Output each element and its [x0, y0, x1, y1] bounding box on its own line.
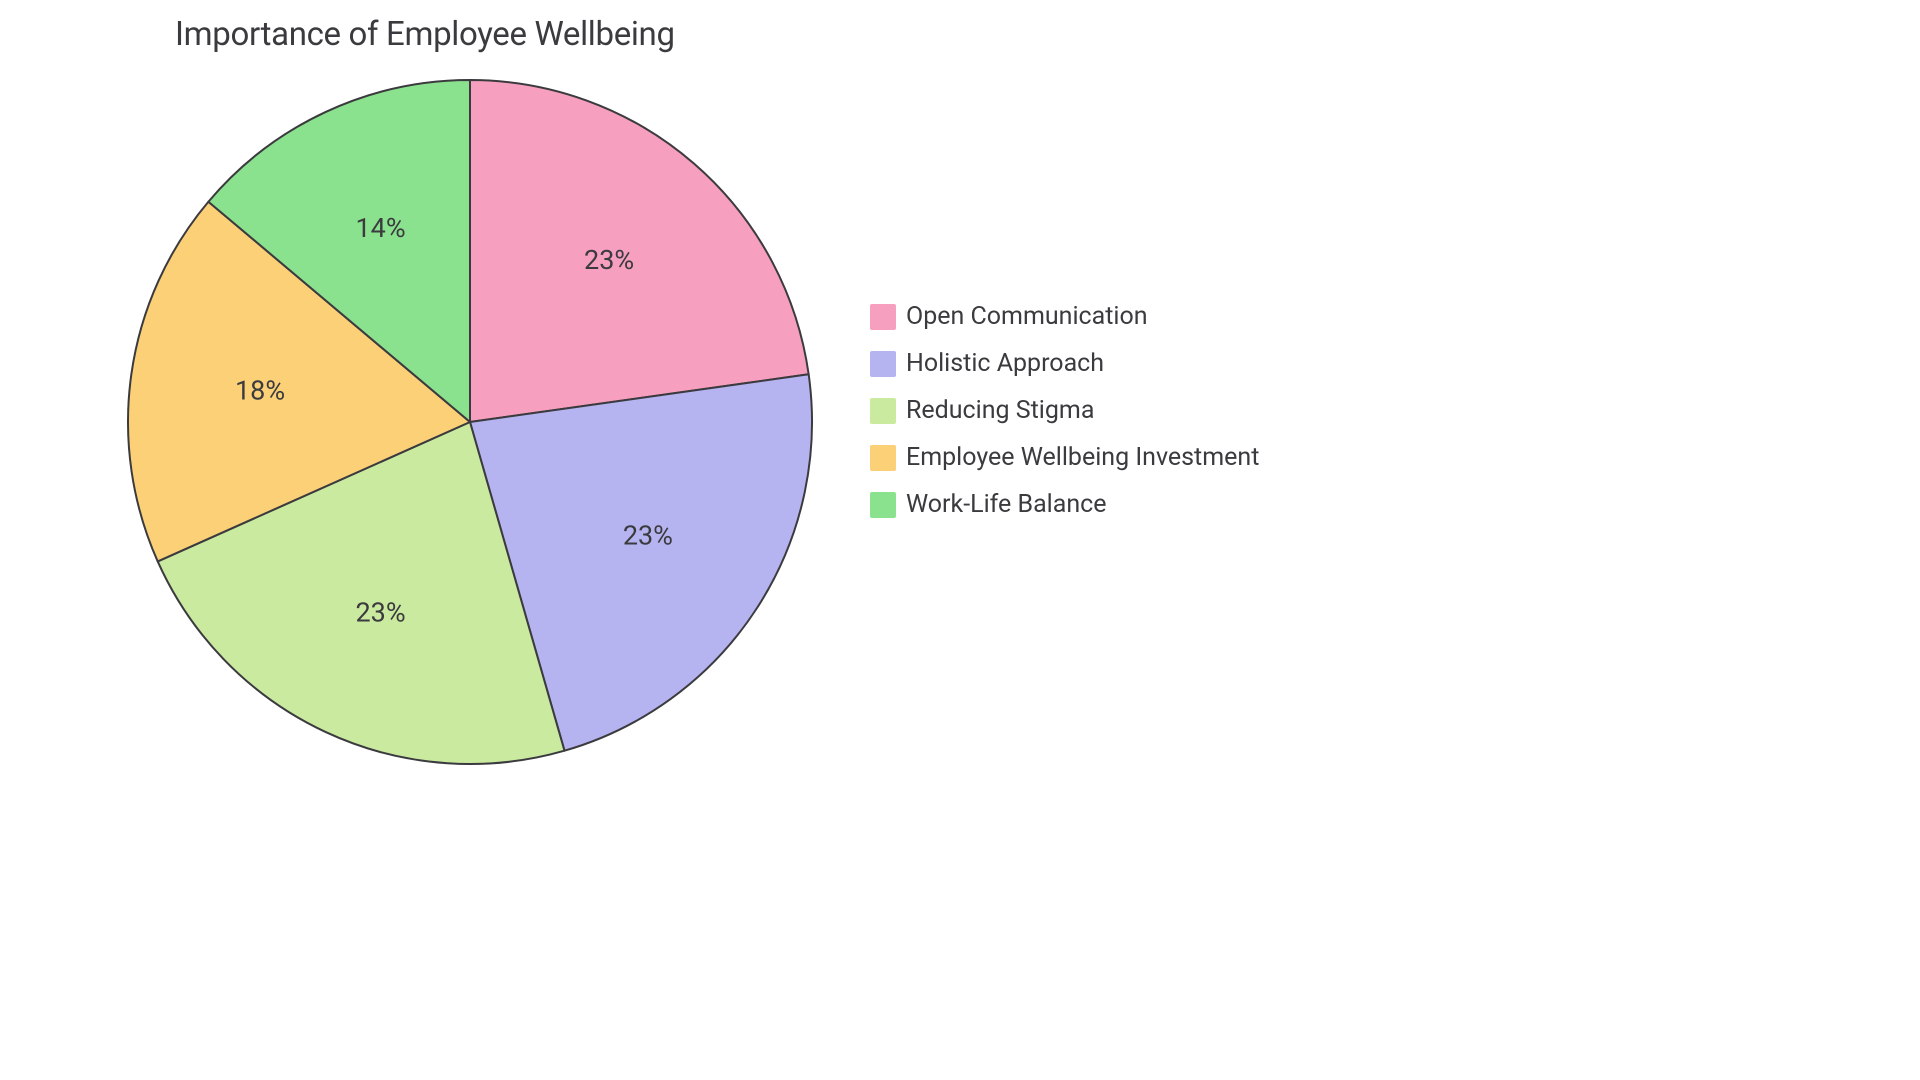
- legend-swatch: [870, 398, 896, 424]
- legend-item: Reducing Stigma: [870, 396, 1259, 425]
- legend: Open Communication Holistic Approach Reduc…: [870, 302, 1259, 519]
- legend-swatch: [870, 445, 896, 471]
- legend-item: Employee Wellbeing Investment: [870, 443, 1259, 472]
- legend-item: Holistic Approach: [870, 349, 1259, 378]
- legend-item: Open Communication: [870, 302, 1259, 331]
- legend-swatch: [870, 351, 896, 377]
- slice-percent-label: 23%: [584, 244, 634, 276]
- pie-slice: [470, 80, 809, 422]
- legend-swatch: [870, 304, 896, 330]
- legend-label: Reducing Stigma: [906, 396, 1094, 425]
- slice-percent-label: 14%: [355, 212, 405, 244]
- legend-label: Employee Wellbeing Investment: [906, 443, 1259, 472]
- legend-label: Holistic Approach: [906, 349, 1104, 378]
- legend-label: Work-Life Balance: [906, 490, 1107, 519]
- legend-label: Open Communication: [906, 302, 1148, 331]
- pie-chart-container: Importance of Employee Wellbeing 23%23%2…: [0, 0, 1440, 810]
- slice-percent-label: 23%: [355, 596, 405, 628]
- slice-percent-label: 23%: [623, 520, 673, 552]
- legend-item: Work-Life Balance: [870, 490, 1259, 519]
- legend-swatch: [870, 492, 896, 518]
- slice-percent-label: 18%: [235, 375, 285, 407]
